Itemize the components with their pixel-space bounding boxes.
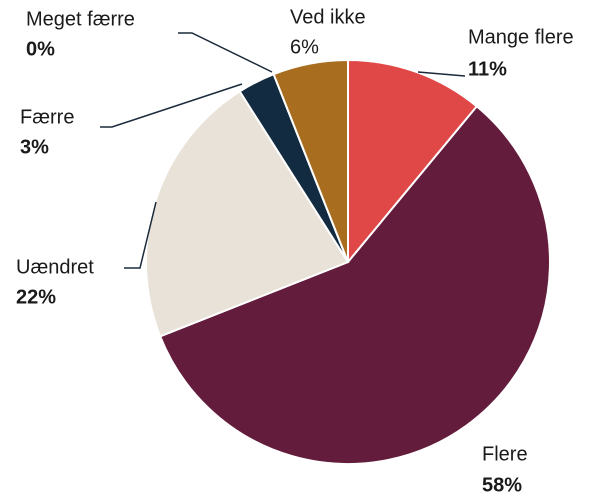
- leader-line: [124, 201, 157, 269]
- slice-label: Færre: [20, 106, 74, 128]
- leader-line: [178, 32, 273, 73]
- slice-label: Meget færre: [26, 8, 135, 30]
- leader-line: [100, 83, 243, 128]
- slice-value: 58%: [482, 474, 522, 496]
- slice-value: 22%: [16, 286, 56, 308]
- slice-label: Ved ikke: [290, 6, 366, 28]
- pie-slice: [145, 90, 350, 338]
- slice-label: Mange flere: [468, 26, 574, 48]
- pie-slice: [158, 104, 551, 465]
- slice-value: 3%: [20, 136, 49, 158]
- slice-value: 6%: [290, 36, 319, 58]
- slice-label: Uændret: [16, 256, 94, 278]
- leader-line: [417, 71, 466, 77]
- slice-value: 0%: [26, 38, 55, 60]
- pie-slice: [272, 58, 349, 263]
- slice-label: Flere: [482, 443, 528, 465]
- pie-slice: [347, 58, 479, 265]
- slice-value: 11%: [468, 58, 507, 80]
